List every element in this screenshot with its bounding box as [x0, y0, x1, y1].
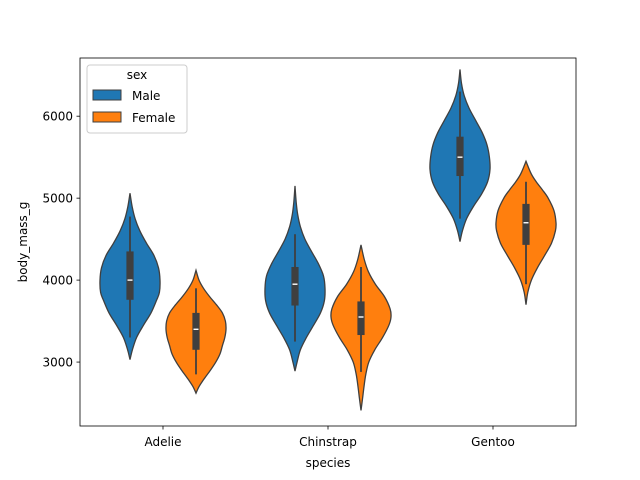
x-axis: Adelie Chinstrap Gentoo [144, 426, 515, 449]
x-tick-label: Adelie [144, 435, 181, 449]
violin-male-gentoo [429, 69, 491, 242]
violin-female-adelie [165, 268, 227, 395]
violin-iqr-box [357, 301, 365, 336]
violin-male-chinstrap [264, 185, 326, 372]
y-tick-label: 4000 [42, 274, 73, 288]
y-axis-label: body_mass_g [16, 202, 30, 283]
violin-iqr-box [456, 136, 464, 177]
violins-layer [99, 69, 557, 411]
violin-iqr-box [192, 312, 200, 350]
legend-title: sex [127, 68, 148, 82]
violin-female-chinstrap [330, 244, 392, 411]
y-axis: 3000 4000 5000 6000 [42, 110, 80, 370]
y-tick-label: 3000 [42, 356, 73, 370]
legend: sex Male Female [86, 64, 188, 134]
violin-iqr-box [126, 251, 134, 300]
violin-female-gentoo [495, 159, 557, 305]
x-axis-label: species [306, 456, 351, 470]
y-tick-label: 5000 [42, 192, 73, 206]
y-tick-label: 6000 [42, 110, 73, 124]
legend-swatch-female [92, 111, 122, 123]
violin-male-adelie [99, 193, 161, 360]
x-tick-label: Gentoo [471, 435, 515, 449]
legend-swatch-male [92, 89, 122, 101]
x-tick-label: Chinstrap [299, 435, 357, 449]
legend-label-female: Female [132, 111, 175, 125]
legend-label-male: Male [132, 89, 160, 103]
violin-iqr-box [291, 266, 299, 306]
violin-iqr-box [522, 203, 530, 245]
